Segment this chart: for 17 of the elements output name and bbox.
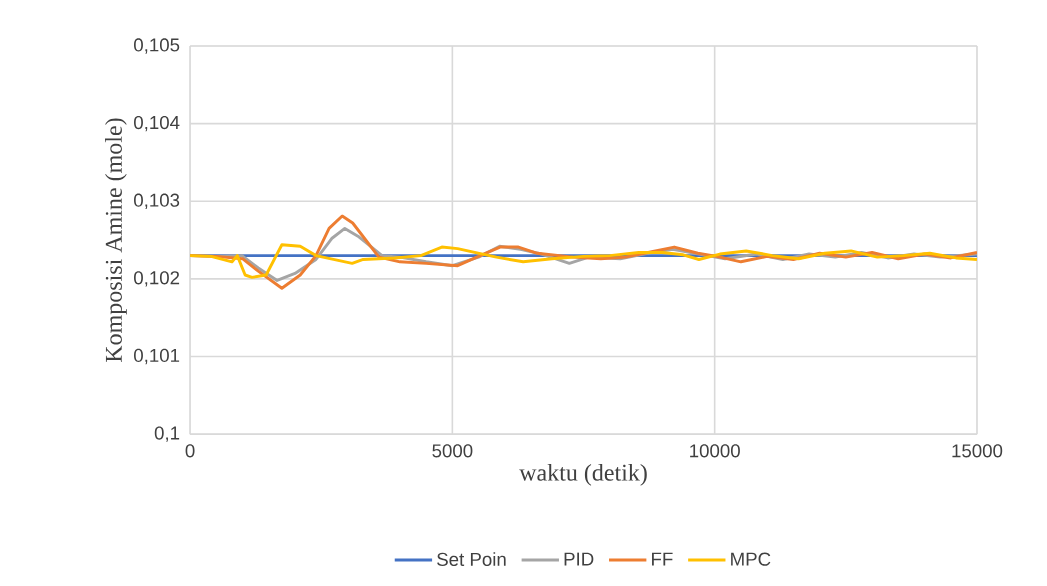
x-tick-label: 15000: [952, 444, 1003, 458]
y-tick-label: 0,1: [154, 426, 180, 443]
y-tick-label: 0,102: [134, 271, 180, 287]
x-axis-title: waktu (detik): [519, 464, 647, 486]
legend-label: FF: [652, 552, 673, 566]
y-tick-label: 0,104: [134, 116, 180, 132]
y-tick-label: 0,101: [134, 349, 180, 365]
legend-label: PID: [564, 552, 594, 566]
line-series: [190, 243, 977, 280]
x-tick-label: 5000: [432, 444, 473, 458]
y-tick-label: 0,103: [134, 193, 180, 210]
x-tick-label: 0: [185, 444, 195, 458]
legend-label: MPC: [731, 552, 771, 566]
x-tick-label: 10000: [690, 444, 740, 458]
legend-label: Set Poin: [437, 552, 506, 567]
y-axis-title: Komposisi Amine (mole): [105, 118, 127, 363]
y-tick-label: 0,105: [134, 38, 180, 54]
